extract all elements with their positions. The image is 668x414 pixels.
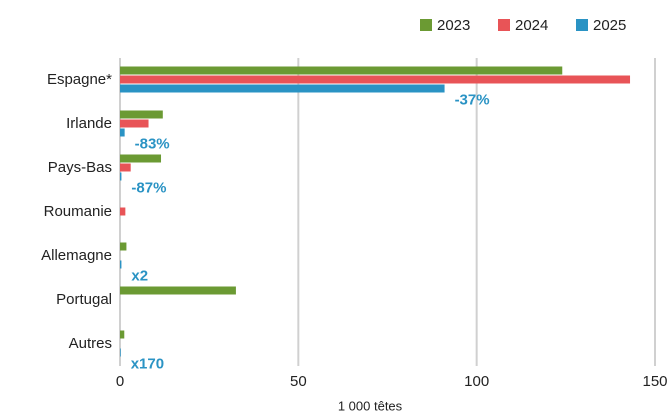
annotation: -87% bbox=[131, 179, 166, 196]
legend-swatch bbox=[420, 19, 432, 31]
bar bbox=[120, 84, 445, 93]
y-tick-label: Allemagne bbox=[41, 247, 112, 264]
x-tick-label: 100 bbox=[464, 373, 489, 390]
y-tick-label: Espagne* bbox=[47, 71, 112, 88]
x-tick-label: 0 bbox=[116, 373, 124, 390]
bar bbox=[120, 330, 125, 339]
legend-swatch bbox=[576, 19, 588, 31]
bar bbox=[120, 172, 122, 181]
annotation: -83% bbox=[135, 135, 170, 152]
bar bbox=[120, 348, 121, 357]
bar bbox=[120, 260, 122, 269]
bar bbox=[120, 242, 127, 251]
x-tick-label: 150 bbox=[642, 373, 667, 390]
bar bbox=[120, 110, 163, 119]
y-tick-label: Pays-Bas bbox=[48, 159, 112, 176]
bar bbox=[120, 119, 149, 128]
legend-label: 2023 bbox=[437, 17, 470, 34]
x-axis-label: 1 000 têtes bbox=[338, 398, 403, 413]
bar bbox=[120, 286, 236, 295]
bar bbox=[120, 163, 131, 172]
y-tick-label: Autres bbox=[69, 335, 112, 352]
bar bbox=[120, 154, 162, 163]
legend-label: 2025 bbox=[593, 17, 626, 34]
y-tick-label: Roumanie bbox=[44, 203, 112, 220]
legend-swatch bbox=[498, 19, 510, 31]
bar bbox=[120, 207, 126, 216]
bar bbox=[120, 75, 631, 84]
annotation: x170 bbox=[131, 355, 164, 372]
bar bbox=[120, 66, 563, 75]
x-tick-label: 50 bbox=[290, 373, 307, 390]
annotation: -37% bbox=[455, 91, 490, 108]
bar bbox=[120, 128, 125, 137]
y-tick-label: Portugal bbox=[56, 291, 112, 308]
y-tick-label: Irlande bbox=[66, 115, 112, 132]
legend-label: 2024 bbox=[515, 17, 548, 34]
annotation: x2 bbox=[131, 267, 148, 284]
